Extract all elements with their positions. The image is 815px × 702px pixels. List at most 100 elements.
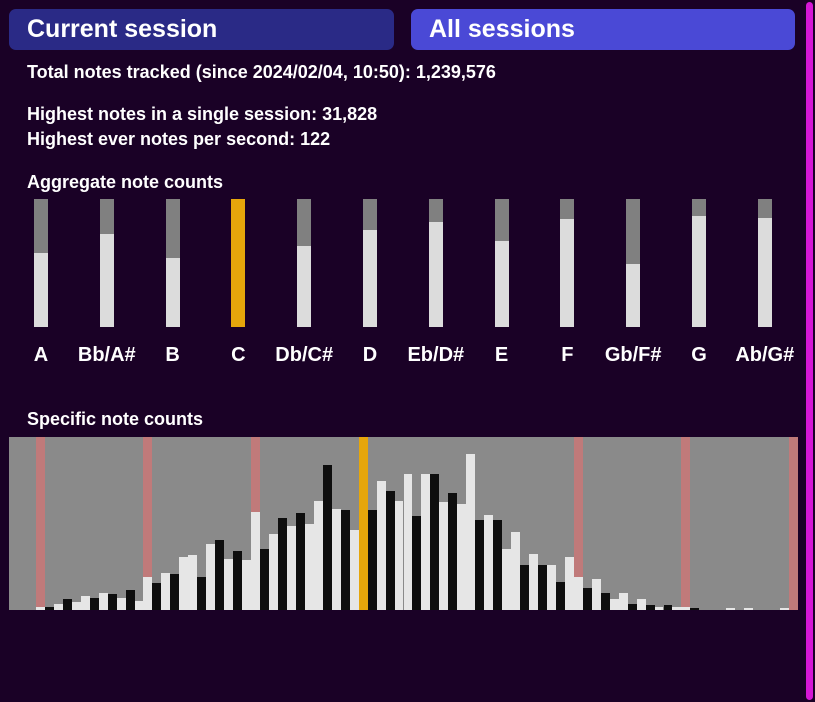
aggregate-note-label: Ab/G# — [735, 344, 795, 366]
key-count-bar — [385, 491, 395, 610]
specific-heading: Specific note counts — [27, 409, 204, 429]
aggregate-bar — [165, 199, 180, 327]
key-column — [62, 437, 72, 610]
key-count-bar — [591, 578, 601, 610]
key-count-bar — [71, 602, 81, 610]
key-count-bar — [546, 564, 556, 610]
key-count-bar — [672, 606, 682, 610]
key-count-bar — [600, 592, 610, 610]
key-column — [277, 437, 287, 610]
key-column — [537, 437, 547, 610]
key-column — [484, 437, 494, 610]
key-count-bar — [206, 544, 216, 610]
key-count-bar — [412, 516, 422, 610]
key-column — [143, 437, 153, 610]
key-count-bar — [636, 599, 646, 610]
key-column — [564, 437, 574, 610]
key-column — [98, 437, 108, 610]
aggregate-bar — [363, 199, 377, 327]
key-count-bar — [295, 513, 305, 610]
key-count-bar — [53, 603, 63, 610]
key-count-bar — [537, 564, 547, 610]
key-count-bar — [780, 608, 790, 610]
key-column — [609, 437, 619, 610]
aggregate-bar-fill — [494, 241, 509, 327]
key-count-bar — [188, 555, 198, 610]
key-count-bar — [645, 605, 655, 610]
key-count-bar — [466, 454, 476, 610]
key-count-bar — [349, 530, 359, 610]
key-count-bar — [654, 606, 664, 610]
key-column — [448, 437, 458, 610]
aggregate-bar-fill — [626, 264, 641, 327]
key-count-bar — [376, 480, 386, 610]
key-column — [493, 437, 503, 610]
key-column — [44, 437, 54, 610]
key-column — [134, 437, 144, 610]
aggregate-bar — [231, 199, 246, 327]
key-column — [466, 437, 476, 610]
aggregate-bar — [692, 199, 706, 327]
key-column — [242, 437, 252, 610]
key-count-bar — [161, 572, 171, 610]
key-column — [591, 437, 601, 610]
key-column — [421, 437, 431, 610]
key-column — [475, 437, 485, 610]
key-column — [457, 437, 467, 610]
key-column — [53, 437, 63, 610]
aggregate-bar — [297, 199, 312, 327]
aggregate-bar-fill — [34, 252, 48, 327]
key-count-bar — [331, 508, 341, 610]
total-notes-stat: Total notes tracked (since 2024/02/04, 1… — [27, 62, 496, 82]
aggregate-bar — [626, 199, 641, 327]
key-column — [80, 437, 90, 610]
key-column — [511, 437, 521, 610]
key-count-bar — [520, 564, 529, 610]
key-column — [636, 437, 646, 610]
key-count-bar — [511, 532, 521, 610]
aggregate-bar-fill — [231, 199, 246, 327]
key-count-bar — [152, 583, 162, 610]
key-count-bar — [421, 474, 431, 610]
key-count-bar — [80, 595, 90, 610]
key-count-bar — [690, 608, 700, 610]
aggregate-bar — [34, 199, 48, 327]
key-column — [780, 437, 790, 610]
key-column — [708, 437, 717, 610]
key-count-bar — [744, 608, 754, 610]
key-column — [672, 437, 682, 610]
key-count-bar — [269, 533, 278, 610]
key-count-bar — [448, 493, 458, 610]
key-column — [681, 437, 691, 610]
key-column — [717, 437, 726, 610]
key-column — [645, 437, 655, 610]
key-count-bar — [313, 500, 323, 610]
key-column — [600, 437, 610, 610]
aggregate-bar-fill — [297, 246, 312, 327]
key-column — [753, 437, 762, 610]
key-count-bar — [116, 597, 126, 610]
highest-session-stat: Highest notes in a single session: 31,82… — [27, 104, 378, 124]
tab-all-sessions[interactable]: All sessions — [411, 9, 795, 50]
key-count-bar — [430, 474, 440, 610]
key-count-bar — [340, 510, 350, 610]
key-column — [376, 437, 386, 610]
key-count-bar — [62, 599, 72, 610]
key-column — [439, 437, 449, 610]
key-column — [744, 437, 754, 610]
key-count-bar — [582, 588, 592, 610]
key-count-bar — [403, 474, 413, 610]
key-count-bar — [224, 558, 234, 610]
key-column — [322, 437, 332, 610]
key-count-bar — [286, 525, 296, 610]
key-count-bar — [233, 550, 243, 610]
key-column — [206, 437, 216, 610]
aggregate-note-label: G — [691, 344, 707, 366]
key-count-bar — [564, 556, 574, 610]
aggregate-bar-fill — [165, 257, 180, 327]
key-count-bar — [197, 577, 207, 610]
key-column — [179, 437, 189, 610]
scrollbar[interactable] — [806, 2, 813, 700]
tab-current-session[interactable]: Current session — [9, 9, 394, 50]
aggregate-note-label: C — [231, 344, 246, 366]
